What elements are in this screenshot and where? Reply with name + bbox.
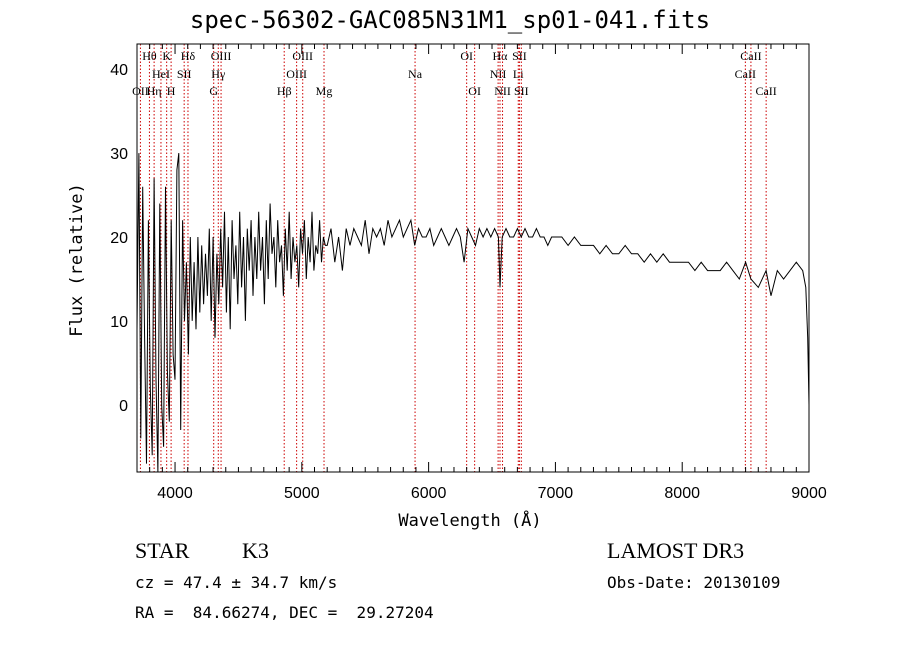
redshift-velocity: cz = 47.4 ± 34.7 km/s [135, 573, 338, 592]
line-label-1: Hθ [142, 49, 157, 63]
y-tick-label-2: 20 [110, 230, 128, 247]
x-axis-label: Wavelength (Å) [398, 511, 542, 531]
x-tick-label-2: 6000 [411, 485, 447, 502]
line-label-14: Mg [316, 84, 333, 98]
x-tick-label-1: 5000 [284, 485, 320, 502]
line-label-9: Hγ [211, 67, 226, 81]
line-label-23: SII [514, 84, 529, 98]
spectrum-line [136, 153, 810, 473]
line-label-15: Na [408, 67, 423, 81]
chart-title: spec-56302-GAC085N31M1_sp01-041.fits [189, 6, 711, 34]
line-label-18: NII [490, 67, 507, 81]
x-tick-label-5: 9000 [791, 485, 827, 502]
y-tick-label-3: 30 [110, 146, 128, 163]
line-label-2: Hη [147, 84, 162, 98]
line-label-17: OI [468, 84, 481, 98]
line-label-4: K [162, 49, 171, 63]
line-label-8: G [209, 84, 218, 98]
observation-date: Obs-Date: 20130109 [607, 573, 781, 592]
y-tick-label-1: 10 [110, 314, 128, 331]
line-label-12: OIII [286, 67, 307, 81]
y-axis-label: Flux (relative) [67, 183, 87, 337]
line-label-11: Hβ [277, 84, 292, 98]
object-class: STAR [135, 538, 190, 563]
line-label-22: SII [512, 49, 527, 63]
line-label-20: NII [494, 84, 511, 98]
line-label-13: OIII [292, 49, 313, 63]
x-tick-label-0: 4000 [157, 485, 193, 502]
line-label-3: HeI [152, 67, 170, 81]
y-tick-label-0: 0 [119, 398, 128, 415]
line-label-10: OIII [211, 49, 232, 63]
line-label-7: Hδ [181, 49, 196, 63]
x-tick-label-3: 7000 [538, 485, 574, 502]
line-label-25: CaII [740, 49, 761, 63]
survey-name: LAMOST DR3 [607, 538, 745, 563]
plot-frame [136, 43, 810, 473]
line-label-16: OI [460, 49, 473, 63]
line-label-26: CaII [755, 84, 776, 98]
sky-coordinates: RA = 84.66274, DEC = 29.27204 [135, 603, 434, 622]
object-subclass: K3 [242, 538, 269, 563]
line-label-21: Li [513, 67, 524, 81]
x-tick-label-4: 8000 [664, 485, 700, 502]
line-label-5: H [167, 84, 176, 98]
y-tick-label-4: 40 [110, 62, 128, 79]
line-label-6: SII [177, 67, 192, 81]
line-label-0: OII [132, 84, 149, 98]
line-label-19: Hα [493, 49, 509, 63]
line-label-24: CaII [735, 67, 756, 81]
